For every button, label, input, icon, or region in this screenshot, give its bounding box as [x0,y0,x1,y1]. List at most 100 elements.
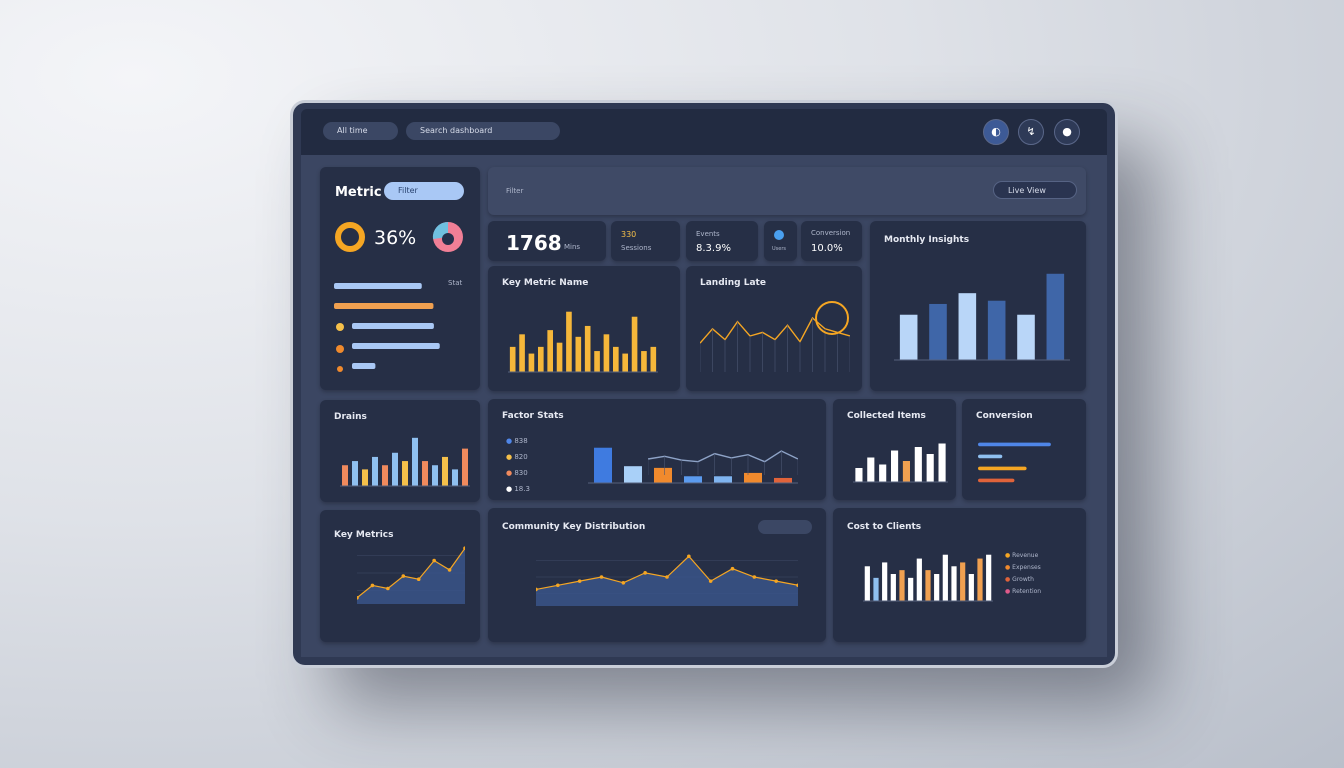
panel-title: Conversion [976,411,1033,421]
bar [968,574,974,601]
point [401,574,406,578]
bar [654,467,672,483]
icon-bell[interactable]: ↯ [1018,119,1044,145]
kpi-label: Events [696,230,720,238]
kpi-unit: Mins [564,243,581,251]
legend-label: Revenue [1012,552,1039,559]
bar [566,311,572,372]
menu[interactable]: All time [323,122,398,140]
pie-hole [442,233,454,245]
area [357,548,465,604]
bar [624,466,642,483]
point [577,579,582,583]
point [730,566,735,571]
kpi-card: Events 8.3.9% [686,221,758,261]
legend-item: ● 820 [506,453,528,461]
point [416,577,421,581]
hbar-chart [978,442,1051,483]
toolbar-label: Filter [506,187,524,195]
panel-title: Drains [334,412,367,422]
panel: Landing Late [686,266,862,391]
bar-chart [853,443,948,483]
line [357,547,465,599]
legend-label: 830 [514,469,528,477]
area-chart [536,554,798,606]
bar [951,566,957,601]
bar-chart [863,554,993,602]
bar [594,351,600,372]
icon-user[interactable]: ◐ [983,119,1009,145]
note: Stat [448,279,463,287]
point [796,583,798,588]
panel-title: Cost to Clients [847,522,922,532]
point [774,579,778,583]
bar [362,469,368,486]
point [621,581,626,585]
progress-chart [334,283,440,372]
dot [336,345,344,353]
bar [882,562,888,601]
bar [452,469,458,486]
point [665,575,669,579]
pill-button[interactable] [758,520,812,534]
bar-chart [588,447,798,484]
bar [855,468,863,482]
bar [519,334,525,372]
bar [938,443,946,482]
bar-chart [340,437,470,487]
bar [774,477,792,483]
legend: ● 838 ● 820 ● 830 ● 18.3 [506,433,530,497]
legend-item: ● Revenue [1005,552,1039,559]
bar [412,437,418,486]
bar [987,300,1006,360]
metric-panel: Metric Filter 36% Stat [320,167,480,390]
bar [929,303,947,360]
bar [1046,273,1065,360]
panel: Community Key Distribution [488,508,826,642]
kpi-label: Sessions [621,244,652,252]
point [752,575,757,579]
bar [528,353,535,372]
kpi-card: Conversion 10.0% [801,221,862,261]
panel-title: Key Metrics [334,530,394,540]
bar [867,457,875,482]
panel-title: Community Key Distribution [502,522,646,532]
bar [556,342,563,372]
bar [891,450,899,482]
icon-info[interactable]: ● [1054,119,1080,145]
kpi-value: 10.0% [811,243,843,254]
bar [916,558,922,601]
bar [926,454,934,482]
bar [462,448,468,486]
live-button[interactable]: Live View [993,181,1077,199]
bar [334,303,434,309]
legend-label: 838 [514,437,528,445]
panel: Factor Stats ● 838 ● 820 ● 830 ● 18.3 [488,399,826,500]
kpi-card: Users [764,221,797,261]
point [463,546,465,550]
bar [902,461,910,482]
line [700,316,850,344]
bar [899,570,905,601]
bar [352,363,376,369]
point [599,575,604,579]
search[interactable]: Search dashboard [406,122,560,140]
bar [899,314,918,360]
filter[interactable]: Filter [384,182,464,200]
bar [641,351,647,372]
bar [925,570,931,601]
dot [336,323,344,331]
point [687,554,691,559]
bar [744,472,762,483]
bar [684,476,702,483]
toolbar: Filter Live View [488,167,1086,215]
legend-label: Growth [1012,576,1034,583]
panel: Key Metrics [320,510,480,642]
bar [622,353,628,372]
bar [575,336,582,372]
bar [372,456,378,486]
bar [538,346,544,372]
bar [432,465,438,486]
kpi-label: Users [772,246,787,252]
